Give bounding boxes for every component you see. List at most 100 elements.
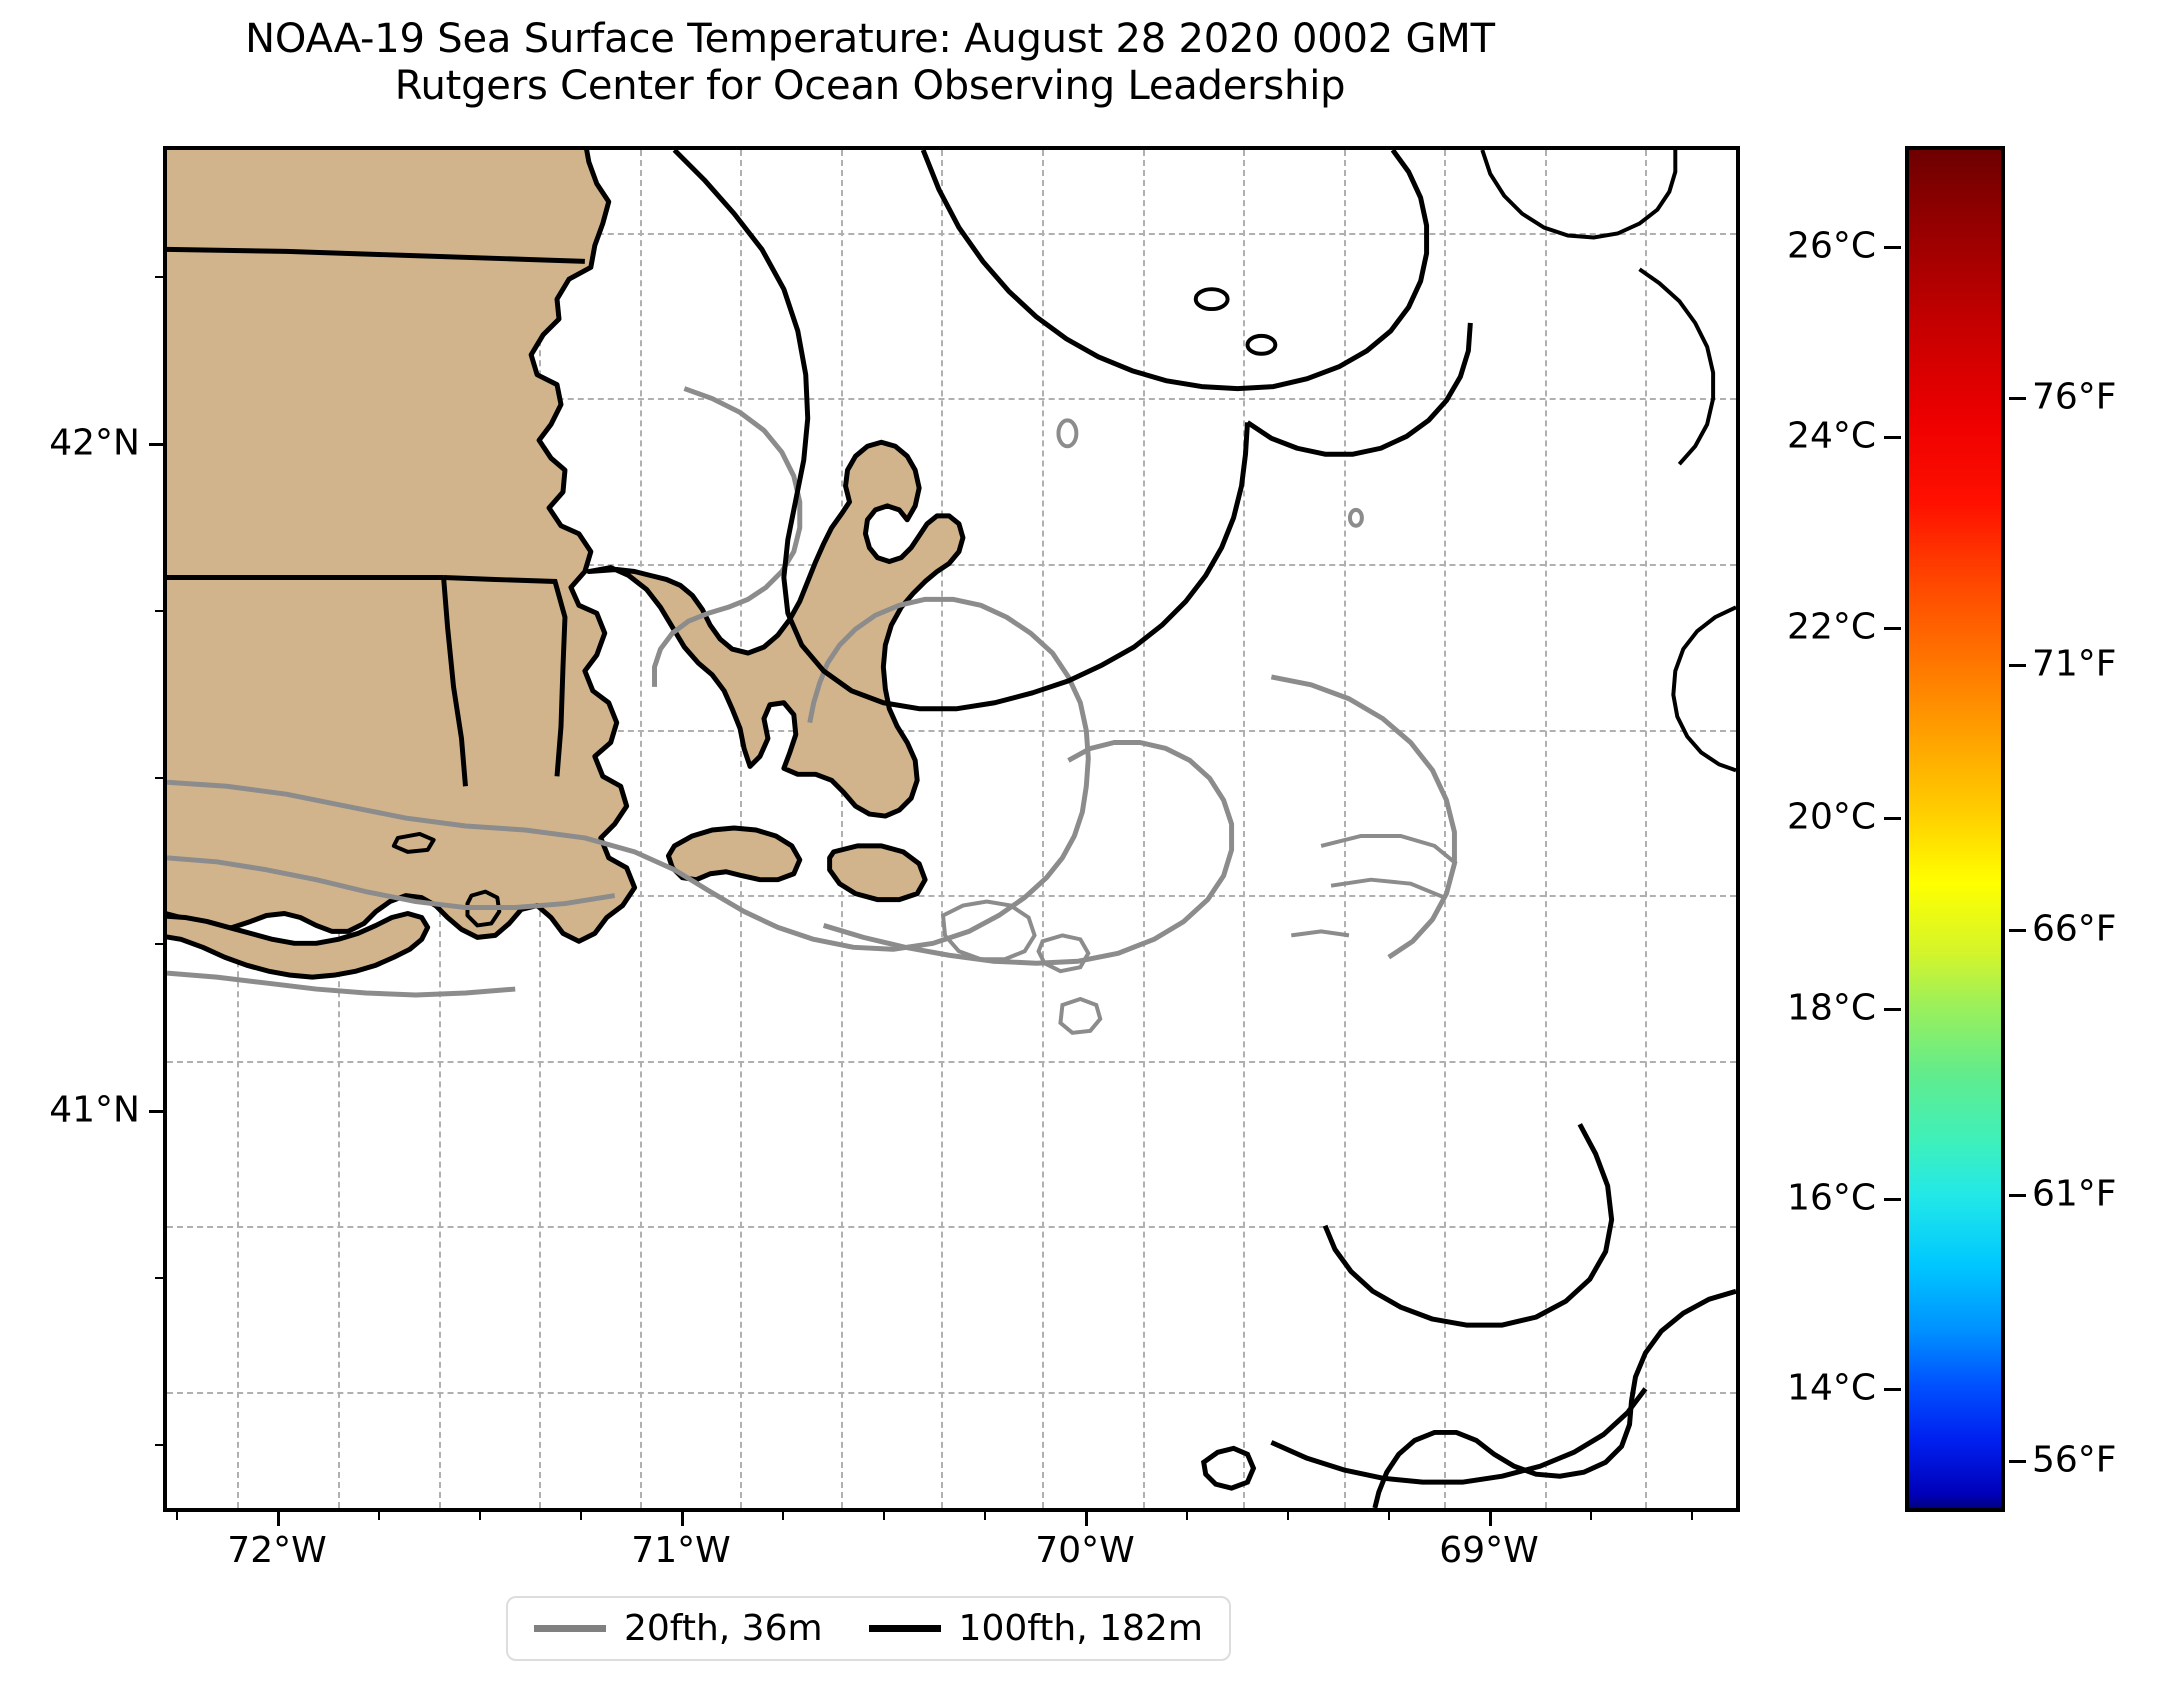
x-axis-tick-label-69w: 69°W bbox=[1439, 1530, 1539, 1571]
colorbar-label-56f: 56°F bbox=[2032, 1439, 2117, 1481]
x-axis-tick-minor bbox=[479, 1512, 481, 1520]
colorbar-tick-celsius bbox=[1884, 817, 1901, 820]
shoal-detail-2 bbox=[1036, 933, 1091, 974]
coastline-upper-right-b bbox=[1638, 267, 1716, 466]
islet-b bbox=[1347, 507, 1364, 528]
x-axis-tick-major bbox=[681, 1512, 684, 1526]
land-mainland-new-england bbox=[167, 150, 638, 944]
y-axis-tick-major bbox=[149, 1110, 163, 1113]
map-canvas bbox=[167, 150, 1736, 1508]
bathymetry-20fth-long-island-sound bbox=[167, 855, 616, 911]
islet-a bbox=[1056, 418, 1079, 449]
state-border-ct-ri bbox=[441, 577, 468, 787]
colorbar-label-22c: 22°C bbox=[1787, 606, 1876, 648]
x-axis-tick-major bbox=[1489, 1512, 1492, 1526]
chart-title-line-1: NOAA-19 Sea Surface Temperature: August … bbox=[245, 16, 1495, 62]
legend-label-20fth: 20fth, 36m bbox=[624, 1608, 823, 1649]
x-axis-tick-minor bbox=[782, 1512, 784, 1520]
land-cape-cod bbox=[586, 439, 966, 819]
y-axis-tick-minor bbox=[155, 777, 163, 779]
y-axis-tick-minor bbox=[155, 610, 163, 612]
colorbar-tick-celsius bbox=[1884, 1198, 1901, 1201]
bathymetry-100fth-georges bbox=[1246, 322, 1473, 457]
chart-title-line-2: Rutgers Center for Ocean Observing Leade… bbox=[394, 63, 1346, 110]
x-axis-tick-minor bbox=[378, 1512, 380, 1520]
colorbar-label-71f: 71°F bbox=[2032, 643, 2117, 685]
x-axis-tick-major bbox=[277, 1512, 280, 1526]
x-axis-tick-minor bbox=[1388, 1512, 1390, 1520]
x-axis-tick-minor bbox=[1186, 1512, 1188, 1520]
colorbar-label-20c: 20°C bbox=[1787, 796, 1876, 838]
map-legend[interactable]: 20fth, 36m 100fth, 182m bbox=[506, 1596, 1231, 1661]
bathymetry-100fth-contour bbox=[672, 150, 1250, 712]
x-axis-tick-minor bbox=[1287, 1512, 1289, 1520]
y-axis-tick-label-41n: 41°N bbox=[49, 1089, 140, 1131]
colorbar-label-16c: 16°C bbox=[1787, 1177, 1876, 1219]
colorbar-tick-celsius bbox=[1884, 627, 1901, 630]
colorbar-label-76f: 76°F bbox=[2032, 376, 2117, 418]
y-axis-tick-label-42n: 42°N bbox=[49, 422, 140, 464]
y-axis-tick-minor bbox=[155, 1277, 163, 1279]
bathymetry-20fth-nantucket-shoals bbox=[822, 740, 1235, 966]
x-axis-tick-minor bbox=[984, 1512, 986, 1520]
coastline-lower-right bbox=[1372, 1288, 1736, 1508]
colorbar-label-61f: 61°F bbox=[2032, 1173, 2117, 1215]
land-nantucket bbox=[827, 843, 928, 903]
islet-c bbox=[1245, 333, 1278, 356]
legend-label-100fth: 100fth, 182m bbox=[958, 1608, 1203, 1649]
islet-d bbox=[1193, 287, 1230, 312]
x-axis-tick-label-70w: 70°W bbox=[1035, 1530, 1135, 1571]
bathymetry-20fth-south-long-island bbox=[167, 970, 516, 998]
coastline-upper-right-a bbox=[1480, 150, 1678, 240]
y-axis-tick-minor bbox=[155, 943, 163, 945]
colorbar-tick-celsius bbox=[1884, 436, 1901, 439]
shoal-detail-6 bbox=[1291, 929, 1350, 938]
x-axis-tick-minor bbox=[1691, 1512, 1693, 1520]
colorbar-label-66f: 66°F bbox=[2032, 908, 2117, 950]
x-axis-tick-minor bbox=[1590, 1512, 1592, 1520]
colorbar-tick-celsius bbox=[1884, 246, 1901, 249]
colorbar-tick-fahrenheit bbox=[2009, 1194, 2026, 1197]
bathymetry-20fth-contour bbox=[167, 596, 1091, 952]
coastline-east-edge bbox=[1671, 605, 1736, 773]
colorbar-label-24c: 24°C bbox=[1787, 415, 1876, 457]
shoal-detail-1 bbox=[940, 899, 1037, 962]
colorbar-tick-fahrenheit bbox=[2009, 664, 2026, 667]
colorbar-tick-fahrenheit bbox=[2009, 929, 2026, 932]
x-axis-tick-label-72w: 72°W bbox=[227, 1530, 327, 1571]
legend-entry-20fth[interactable]: 20fth, 36m bbox=[534, 1608, 823, 1649]
x-axis-tick-minor bbox=[883, 1512, 885, 1520]
bathymetry-100fth-southeast bbox=[1270, 1387, 1648, 1485]
colorbar-tick-celsius bbox=[1884, 1388, 1901, 1391]
colorbar-tick-fahrenheit bbox=[2009, 1460, 2026, 1463]
y-axis-tick-minor bbox=[155, 276, 163, 278]
colorbar-tick-celsius bbox=[1884, 1008, 1901, 1011]
y-axis-tick-major bbox=[149, 443, 163, 446]
x-axis-tick-minor bbox=[176, 1512, 178, 1520]
legend-line-gray-icon bbox=[534, 1625, 606, 1632]
shoal-detail-3 bbox=[1058, 996, 1103, 1035]
coastline-overlay bbox=[167, 150, 1736, 1508]
colorbar[interactable] bbox=[1905, 146, 2005, 1512]
x-axis-tick-minor bbox=[580, 1512, 582, 1520]
y-axis-tick-minor bbox=[155, 1444, 163, 1446]
land-long-island bbox=[167, 911, 431, 980]
chart-title: NOAA-19 Sea Surface Temperature: August … bbox=[0, 16, 1740, 110]
land-small-island-a bbox=[391, 831, 436, 854]
coastline-bottom-islets bbox=[1201, 1445, 1257, 1491]
state-border-ri-ma bbox=[443, 574, 568, 777]
colorbar-label-18c: 18°C bbox=[1787, 987, 1876, 1029]
colorbar-gradient bbox=[1909, 150, 2001, 1508]
colorbar-label-14c: 14°C bbox=[1787, 1367, 1876, 1409]
colorbar-tick-fahrenheit bbox=[2009, 397, 2026, 400]
bathymetry-100fth-east-edge bbox=[1322, 1123, 1615, 1328]
x-axis-tick-major bbox=[1085, 1512, 1088, 1526]
legend-entry-100fth[interactable]: 100fth, 182m bbox=[868, 1608, 1203, 1649]
bathymetry-20fth-cape-cod-bay bbox=[652, 386, 803, 687]
map-plot-area[interactable] bbox=[163, 146, 1740, 1512]
legend-line-black-icon bbox=[868, 1625, 941, 1632]
shoal-detail-4 bbox=[1320, 833, 1458, 866]
land-marthas-vineyard bbox=[665, 825, 803, 883]
bathymetry-20fth-east-nantucket bbox=[1270, 674, 1457, 960]
bathymetry-100fth-northeast bbox=[920, 150, 1430, 392]
